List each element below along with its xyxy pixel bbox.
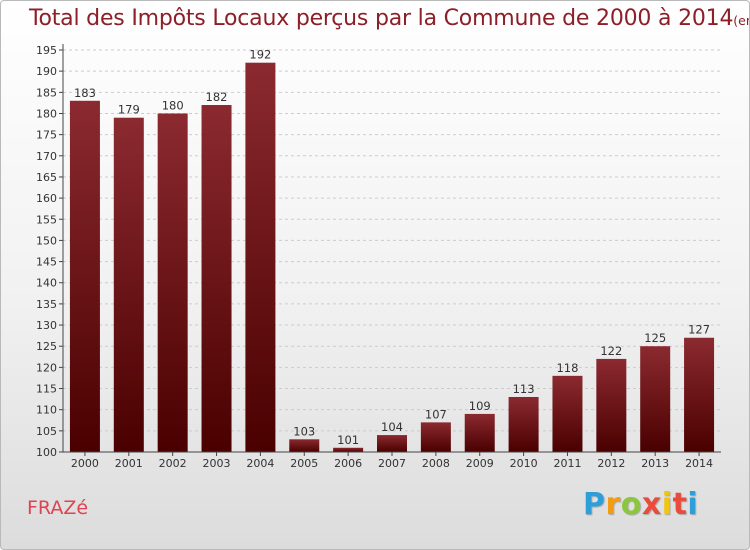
- y-tick-label: 150: [36, 234, 57, 247]
- logo-letter: r: [605, 487, 621, 522]
- bar-value-label: 192: [249, 48, 271, 62]
- bar-2008: [420, 422, 451, 452]
- x-tick-label: 2008: [422, 457, 450, 470]
- bar-value-label: 179: [118, 103, 140, 117]
- y-tick-label: 100: [36, 446, 57, 459]
- proxiti-logo: Proxiti: [583, 487, 698, 522]
- chart-title-unit: (en milliers d'€): [733, 13, 749, 28]
- x-tick-label: 2006: [334, 457, 362, 470]
- bar-2003: [201, 105, 232, 452]
- x-tick-label: 2007: [378, 457, 406, 470]
- y-tick-label: 105: [36, 425, 57, 438]
- y-tick-label: 160: [36, 192, 57, 205]
- y-tick-label: 115: [36, 383, 57, 396]
- logo-letter: i: [687, 487, 699, 522]
- x-tick-label: 2004: [246, 457, 274, 470]
- bar-2004: [245, 62, 276, 453]
- bar-value-label: 103: [293, 424, 315, 438]
- commune-name: FRAZé: [27, 497, 89, 519]
- y-tick-label: 120: [36, 361, 57, 374]
- chart-title: Total des Impôts Locaux perçus par la Co…: [29, 6, 749, 31]
- bar-2013: [640, 346, 671, 452]
- x-tick-label: 2009: [466, 457, 494, 470]
- bar-2007: [377, 435, 407, 452]
- y-tick-label: 175: [36, 129, 57, 142]
- bar-value-label: 109: [469, 399, 491, 413]
- y-tick-label: 145: [36, 256, 57, 269]
- x-tick-label: 2002: [159, 457, 187, 470]
- bar-2005: [289, 439, 320, 452]
- x-tick-label: 2003: [203, 457, 231, 470]
- y-tick-label: 185: [36, 86, 57, 99]
- bar-2014: [684, 337, 715, 452]
- x-tick-label: 2001: [115, 457, 143, 470]
- x-tick-label: 2012: [597, 457, 625, 470]
- bar-value-label: 107: [425, 407, 447, 421]
- y-tick-label: 110: [36, 404, 57, 417]
- x-tick-label: 2005: [290, 457, 318, 470]
- axes: 100 105 110 115 120 125 130 135 140 145 150 155 160 1…: [36, 44, 721, 470]
- x-tick-label: 2013: [641, 457, 669, 470]
- logo-letter: x: [641, 487, 662, 522]
- bar-value-label: 118: [556, 361, 578, 375]
- bar-value-label: 113: [513, 382, 535, 396]
- bar-value-label: 125: [644, 331, 666, 345]
- logo-letter: P: [583, 487, 606, 522]
- x-tick-label: 2010: [510, 457, 538, 470]
- bar-2010: [508, 396, 539, 452]
- bar-2000: [69, 100, 100, 453]
- bar-value-label: 122: [600, 344, 622, 358]
- x-tick-label: 2014: [685, 457, 713, 470]
- bar-value-label: 101: [337, 433, 359, 447]
- y-tick-label: 130: [36, 319, 57, 332]
- bar-value-label: 127: [688, 323, 710, 337]
- bar-2012: [596, 358, 627, 452]
- bar-2011: [552, 375, 583, 452]
- y-tick-label: 140: [36, 277, 57, 290]
- y-tick-label: 125: [36, 340, 57, 353]
- bar-2002: [157, 113, 188, 452]
- x-tick-label: 2000: [71, 457, 99, 470]
- bars: 183 179 180 182 192 103 101 104 107 109 113 118 122 1…: [69, 48, 715, 453]
- bar-2006: [333, 447, 364, 452]
- y-tick-label: 135: [36, 298, 57, 311]
- bar-value-label: 104: [381, 420, 403, 434]
- y-tick-label: 155: [36, 213, 57, 226]
- chart-title-main: Total des Impôts Locaux perçus par la Co…: [29, 6, 734, 31]
- y-tick-label: 170: [36, 150, 57, 163]
- bar-2001: [113, 117, 144, 452]
- bar-value-label: 180: [162, 98, 184, 112]
- y-tick-label: 190: [36, 65, 57, 78]
- logo-letter: t: [672, 487, 688, 522]
- y-tick-label: 195: [36, 44, 57, 57]
- y-tick-label: 165: [36, 171, 57, 184]
- bar-2009: [464, 413, 495, 452]
- logo-letter: o: [620, 487, 642, 522]
- x-tick-label: 2011: [553, 457, 581, 470]
- logo-letter: i: [661, 487, 673, 522]
- y-tick-label: 180: [36, 107, 57, 120]
- bar-value-label: 182: [206, 90, 228, 104]
- bar-value-label: 183: [74, 86, 96, 100]
